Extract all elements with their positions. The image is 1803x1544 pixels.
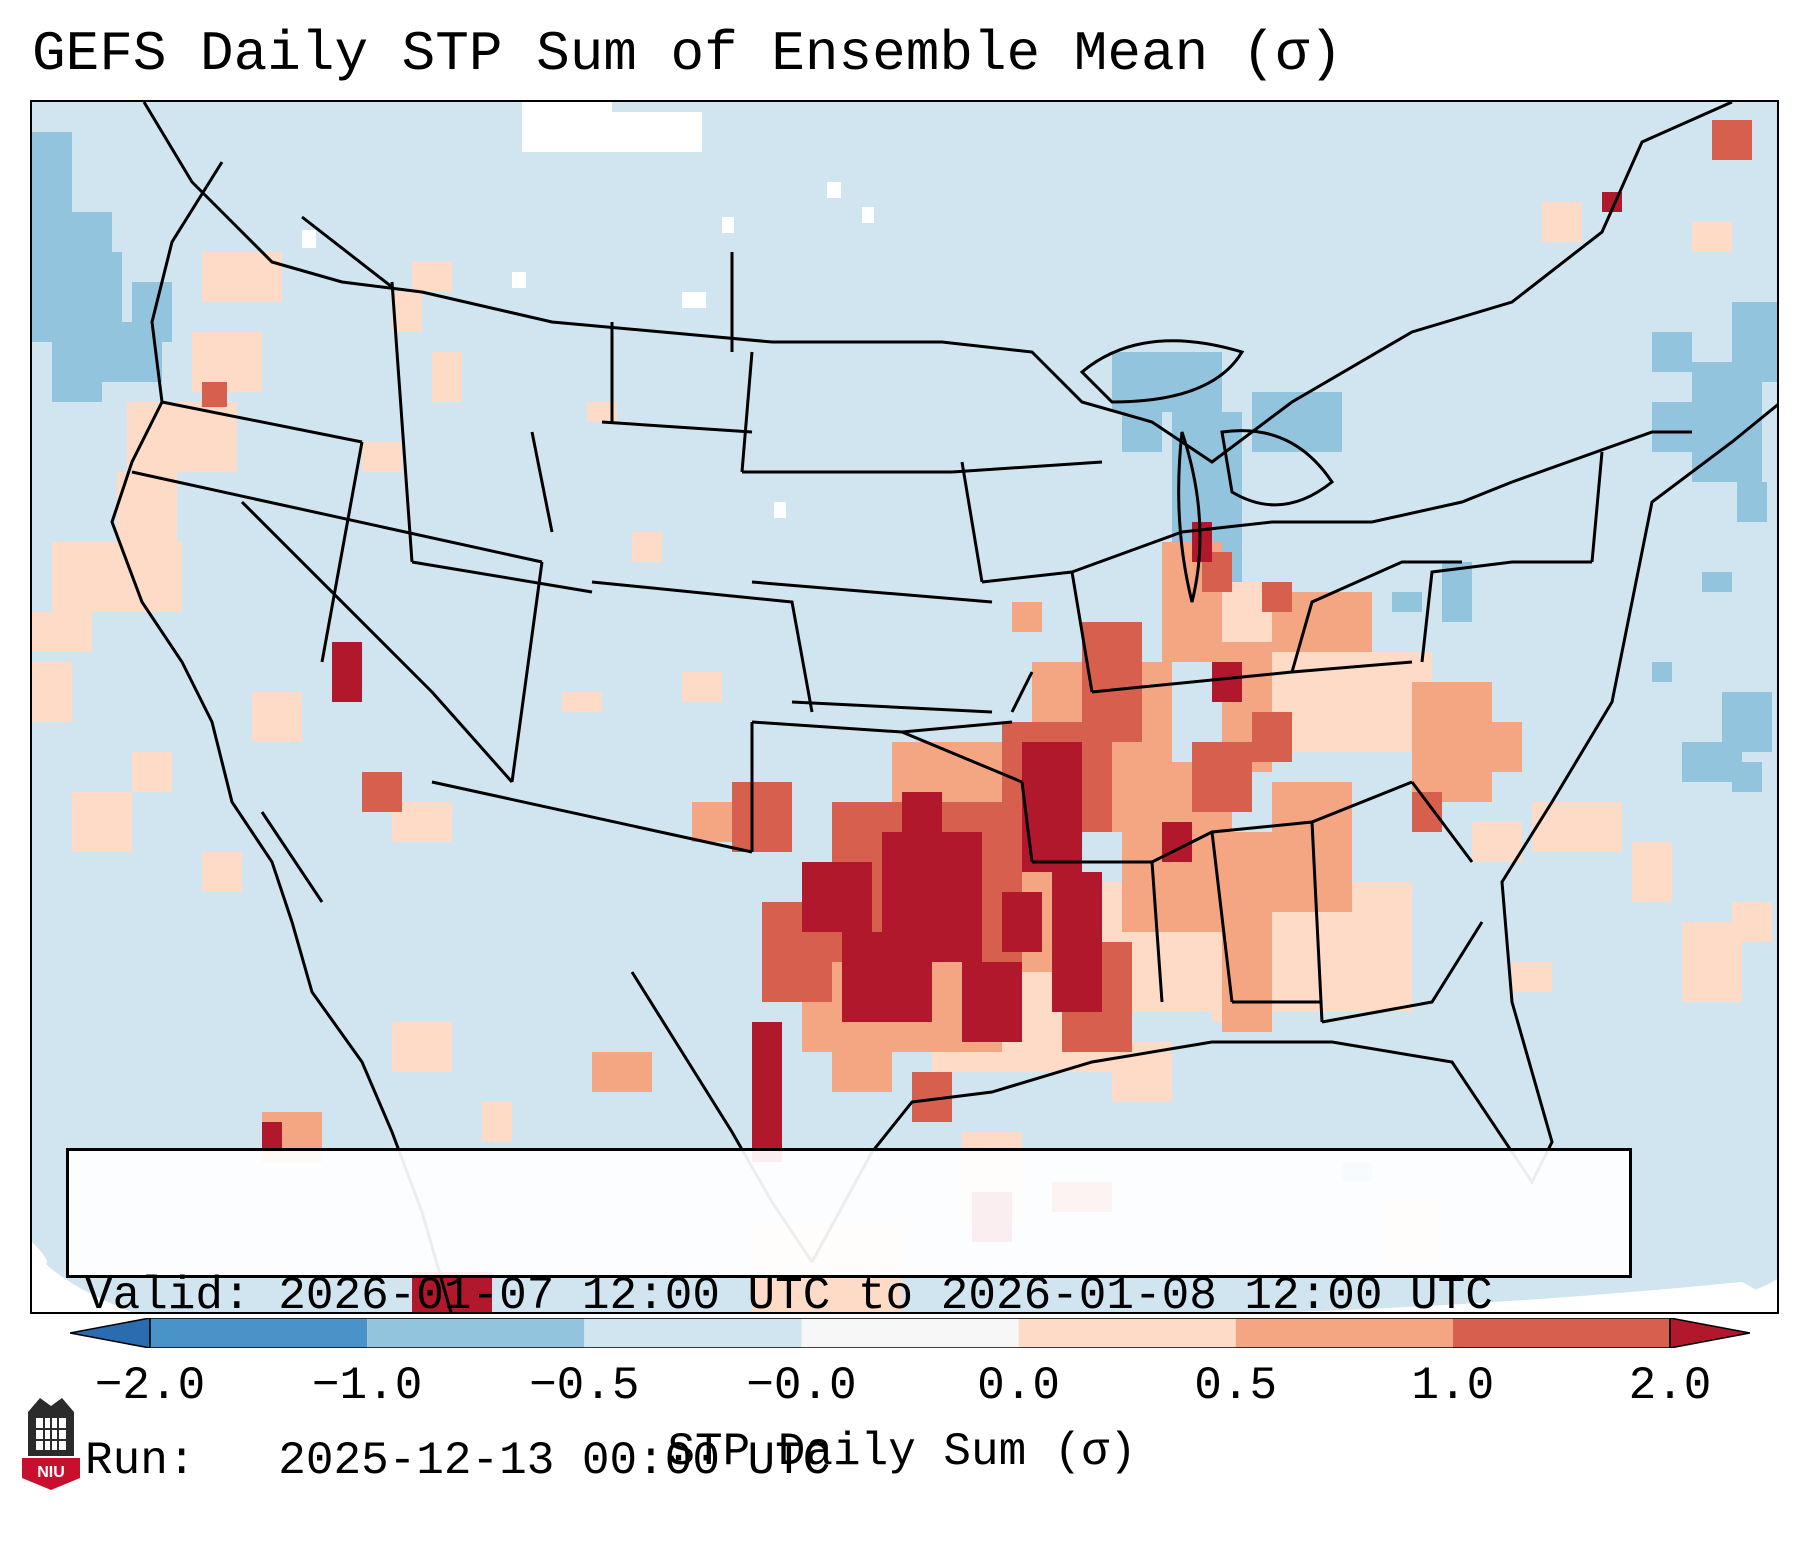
colorbar-bin	[801, 1318, 1019, 1348]
colorbar	[70, 1318, 1750, 1348]
great-lakes-outline	[1079, 339, 1335, 603]
valid-line: Valid: 2026-01-07 12:00 UTC to 2026-01-0…	[85, 1269, 1613, 1324]
colorbar-bin	[367, 1318, 585, 1348]
negative-anomaly-cells	[32, 132, 1777, 1182]
colorbar-tick-label: 2.0	[1628, 1360, 1712, 1412]
run-value: 2025-12-13 00:00 UTC	[278, 1435, 831, 1487]
colorbar-extend-low	[70, 1318, 151, 1348]
niu-logo-text: NIU	[37, 1464, 65, 1481]
boundary-lines	[110, 102, 1777, 1312]
projection-corner-left	[32, 1247, 132, 1312]
run-line: Run: 2025-12-13 00:00 UTC	[85, 1434, 1613, 1489]
colorbar-tick-label: −2.0	[94, 1360, 206, 1412]
projection-corner-right	[1666, 1279, 1777, 1312]
colorbar-bin	[584, 1318, 802, 1348]
map-svg	[32, 102, 1777, 1312]
colorbar-bin	[1235, 1318, 1453, 1348]
colorbar-tick-label: −0.5	[529, 1360, 640, 1412]
colorbar-extend-high	[1669, 1318, 1750, 1348]
colorbar-tick-label: 1.0	[1411, 1360, 1495, 1412]
map-panel[interactable]	[30, 100, 1779, 1314]
niu-logo: NIU	[22, 1398, 80, 1490]
colorbar-outline	[149, 1318, 1671, 1348]
colorbar-tick-label: −0.0	[746, 1360, 857, 1412]
near-zero-cells	[302, 102, 874, 518]
colorbar-tick-label: −1.0	[311, 1360, 423, 1412]
colorbar-bin	[1452, 1318, 1670, 1348]
valid-run-info-box: Valid: 2026-01-07 12:00 UTC to 2026-01-0…	[66, 1148, 1632, 1487]
colorbar-bin	[1018, 1318, 1236, 1348]
colorbar-label: STP Daily Sum (σ)	[667, 1426, 1137, 1478]
colorbar-tick-label: 0.5	[1194, 1360, 1278, 1412]
valid-value: 2026-01-07 12:00 UTC to 2026-01-08 12:00…	[278, 1270, 1493, 1322]
valid-label: Valid:	[85, 1270, 251, 1322]
colorbar-bin	[150, 1318, 368, 1348]
map-title: GEFS Daily STP Sum of Ensemble Mean (σ)	[32, 22, 1343, 86]
run-label: Run:	[85, 1435, 196, 1487]
colorbar-tick-label: 0.0	[977, 1360, 1060, 1412]
